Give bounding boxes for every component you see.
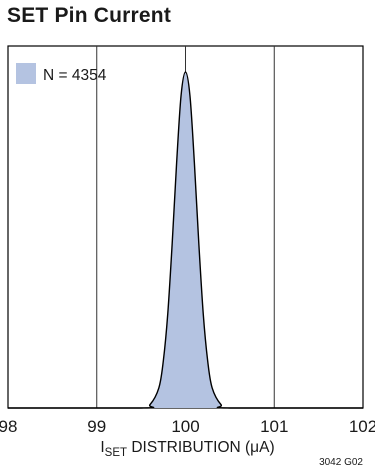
x-tick-label-102: 102 — [349, 417, 375, 436]
legend-swatch — [16, 63, 36, 84]
distribution-area — [8, 72, 363, 408]
x-tick-label-100: 100 — [171, 417, 199, 436]
x-tick-labels: 98 99 100 101 102 — [0, 417, 375, 436]
chart-title: SET Pin Current — [7, 4, 172, 27]
series-layer — [8, 71, 363, 409]
figure-id: 3042 G02 — [319, 457, 363, 468]
x-axis-label-sub: SET — [104, 447, 128, 459]
x-tick-label-98: 98 — [0, 417, 17, 436]
legend-label: N = 4354 — [43, 67, 107, 84]
legend: N = 4354 — [16, 63, 107, 84]
distribution-curve — [8, 71, 363, 409]
x-axis-label-main: I — [100, 439, 105, 456]
x-axis-label-rest: DISTRIBUTION (μA) — [127, 439, 275, 456]
x-axis-label: ISET DISTRIBUTION (μA) — [0, 439, 375, 459]
x-tick-label-99: 99 — [87, 417, 106, 436]
x-tick-label-101: 101 — [260, 417, 288, 436]
